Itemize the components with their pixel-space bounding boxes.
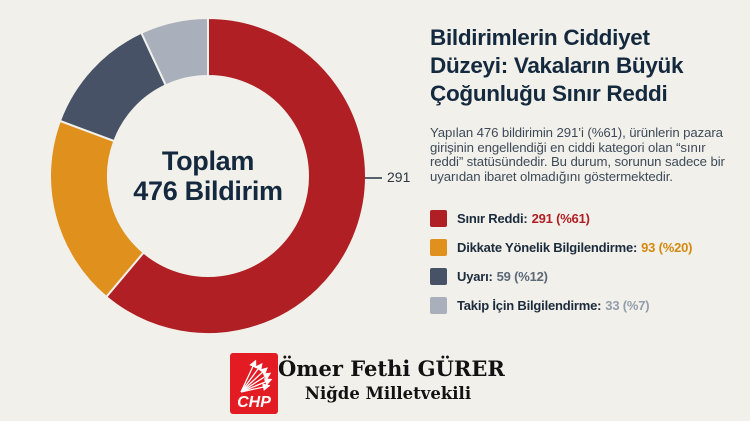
legend-swatch-orange	[430, 239, 447, 257]
legend-swatch-slate	[430, 268, 447, 286]
legend-value: 33 (%7)	[605, 298, 650, 314]
right-panel: Bildirimlerin Ciddiyet Düzeyi: Vakaların…	[430, 24, 728, 326]
donut-segment-0	[104, 16, 367, 335]
legend-label: Takip İçin Bilgilendirme:	[457, 298, 602, 314]
legend-row-sinir-reddi: Sınır Reddi: 291 (%61)	[430, 210, 728, 228]
chp-logo-arrows-icon	[240, 359, 273, 393]
chp-logo: CHP	[230, 353, 278, 414]
donut-callout: 291	[365, 169, 425, 187]
legend-swatch-gray	[430, 297, 447, 315]
donut-center-line2: 476 Bildirim	[133, 176, 283, 206]
chp-logo-text: CHP	[237, 394, 271, 411]
legend: Sınır Reddi: 291 (%61) Dikkate Yönelik B…	[430, 210, 728, 315]
donut-segment-3	[140, 16, 209, 87]
legend-row-takip-icin: Takip İçin Bilgilendirme: 33 (%7)	[430, 297, 728, 315]
legend-label: Sınır Reddi:	[457, 211, 528, 227]
legend-row-dikkate-yonelik: Dikkate Yönelik Bilgilendirme: 93 (%20)	[430, 239, 728, 257]
legend-value: 291 (%61)	[531, 211, 590, 227]
legend-label: Dikkate Yönelik Bilgilendirme:	[457, 240, 638, 256]
legend-label: Uyarı:	[457, 269, 493, 285]
author-title: Niğde Milletvekili	[304, 384, 472, 403]
footer-attribution: Ömer Fethi GÜRER Niğde Milletvekili	[278, 356, 505, 405]
legend-swatch-red	[430, 210, 447, 228]
callout-line	[365, 177, 382, 179]
page-title: Bildirimlerin Ciddiyet Düzeyi: Vakaların…	[430, 25, 684, 106]
donut-center-line1: Toplam	[161, 146, 255, 176]
legend-row-uyari: Uyarı: 59 (%12)	[430, 268, 728, 286]
donut-center-label: Toplam 476 Bildirim	[58, 146, 358, 206]
body-paragraph: Yapılan 476 bildirimin 291’i (%61), ürün…	[430, 125, 725, 184]
legend-value: 93 (%20)	[641, 240, 693, 256]
author-name: Ömer Fethi GÜRER	[278, 356, 505, 381]
legend-value: 59 (%12)	[496, 269, 548, 285]
donut-chart	[49, 16, 367, 335]
callout-value: 291	[387, 169, 411, 185]
